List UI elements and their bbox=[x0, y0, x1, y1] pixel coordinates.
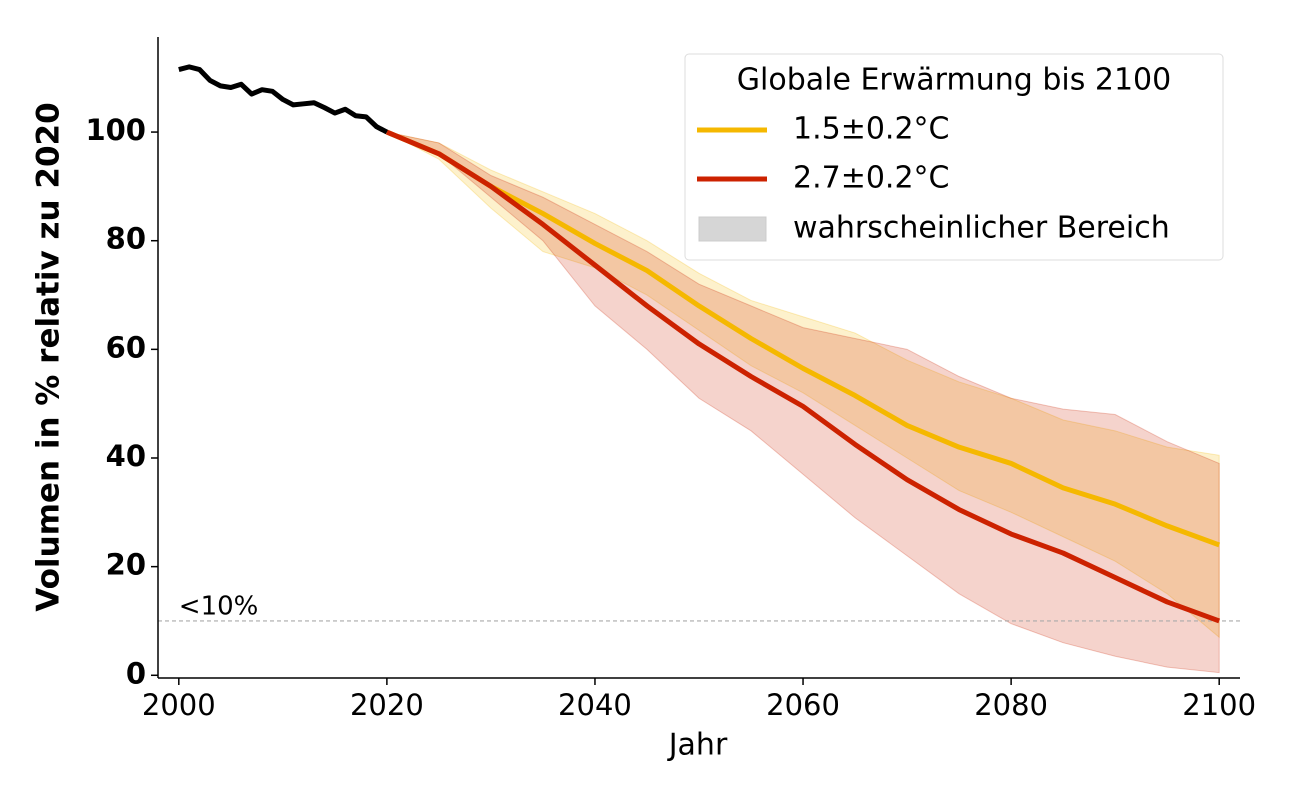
y-tick-label: 100 bbox=[85, 113, 146, 147]
x-tick-label: 2020 bbox=[350, 688, 424, 722]
y-tick-label: 40 bbox=[106, 439, 146, 473]
legend-label: 2.7±0.2°C bbox=[793, 161, 950, 196]
threshold-label: <10% bbox=[179, 591, 259, 621]
y-tick-label: 80 bbox=[106, 222, 146, 256]
y-axis-label: Volumen in % relativ zu 2020 bbox=[31, 102, 67, 611]
x-axis-label: Jahr bbox=[667, 728, 728, 763]
x-tick-label: 2040 bbox=[558, 688, 632, 722]
x-tick-label: 2080 bbox=[974, 688, 1048, 722]
x-tick-label: 2100 bbox=[1182, 688, 1256, 722]
likely-range-band bbox=[386, 131, 1220, 639]
legend-box bbox=[684, 53, 1224, 261]
legend-label: wahrscheinlicher Bereich bbox=[793, 211, 1170, 246]
y-tick-label: 0 bbox=[126, 656, 146, 690]
y-tick-label: 20 bbox=[106, 548, 146, 582]
x-tick-label: 2060 bbox=[766, 688, 840, 722]
y-tick-label: 60 bbox=[106, 330, 146, 364]
x-tick-label: 2000 bbox=[142, 688, 216, 722]
history-line bbox=[178, 64, 389, 135]
projection-line bbox=[385, 129, 1221, 548]
legend-label: 1.5±0.2°C bbox=[793, 112, 950, 147]
legend-swatch bbox=[698, 216, 767, 242]
projection-line bbox=[385, 129, 1221, 624]
legend-title: Globale Erwärmung bis 2100 bbox=[737, 63, 1171, 98]
